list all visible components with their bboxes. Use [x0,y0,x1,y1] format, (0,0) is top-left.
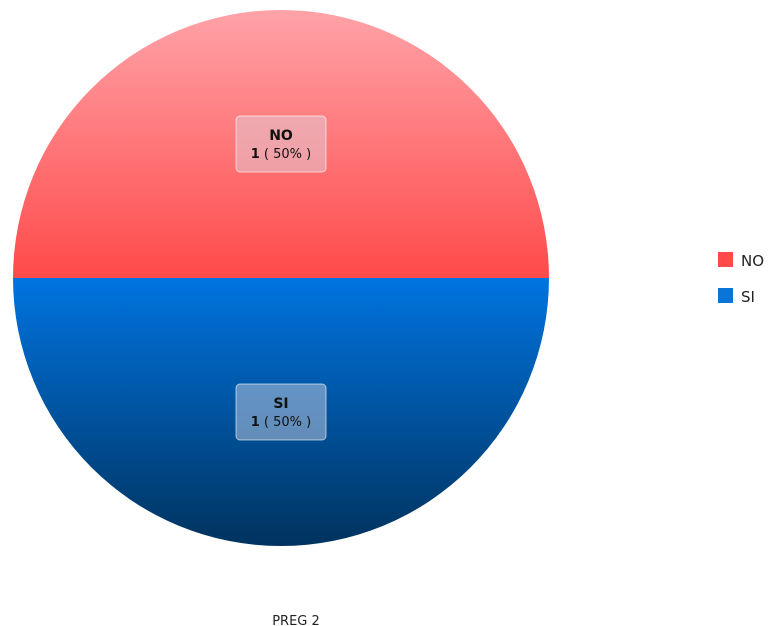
slice-label-box [235,383,327,441]
legend-swatch-si[interactable] [718,288,733,303]
slice-label-si: SI 1 ( 50% ) [235,383,327,441]
slice-label-box [235,115,327,173]
slice-label-name: SI [273,396,288,412]
legend-label-si[interactable]: SI [741,288,755,306]
chart-caption: PREG 2 [272,614,320,626]
slice-label-value: 1 ( 50% ) [251,147,311,162]
legend-swatch-no[interactable] [718,252,733,267]
slice-label-no: NO 1 ( 50% ) [235,115,327,173]
pie-slice-labels: NO 1 ( 50% ) SI 1 ( 50% ) [235,115,327,441]
slice-label-name: NO [269,128,293,144]
slice-label-value: 1 ( 50% ) [251,415,311,430]
legend-label-no[interactable]: NO [741,252,764,270]
pie-slice-si[interactable] [13,278,549,546]
pie-slice-no[interactable] [13,10,549,278]
pie-slices [13,10,549,546]
legend: NO SI [718,252,764,306]
